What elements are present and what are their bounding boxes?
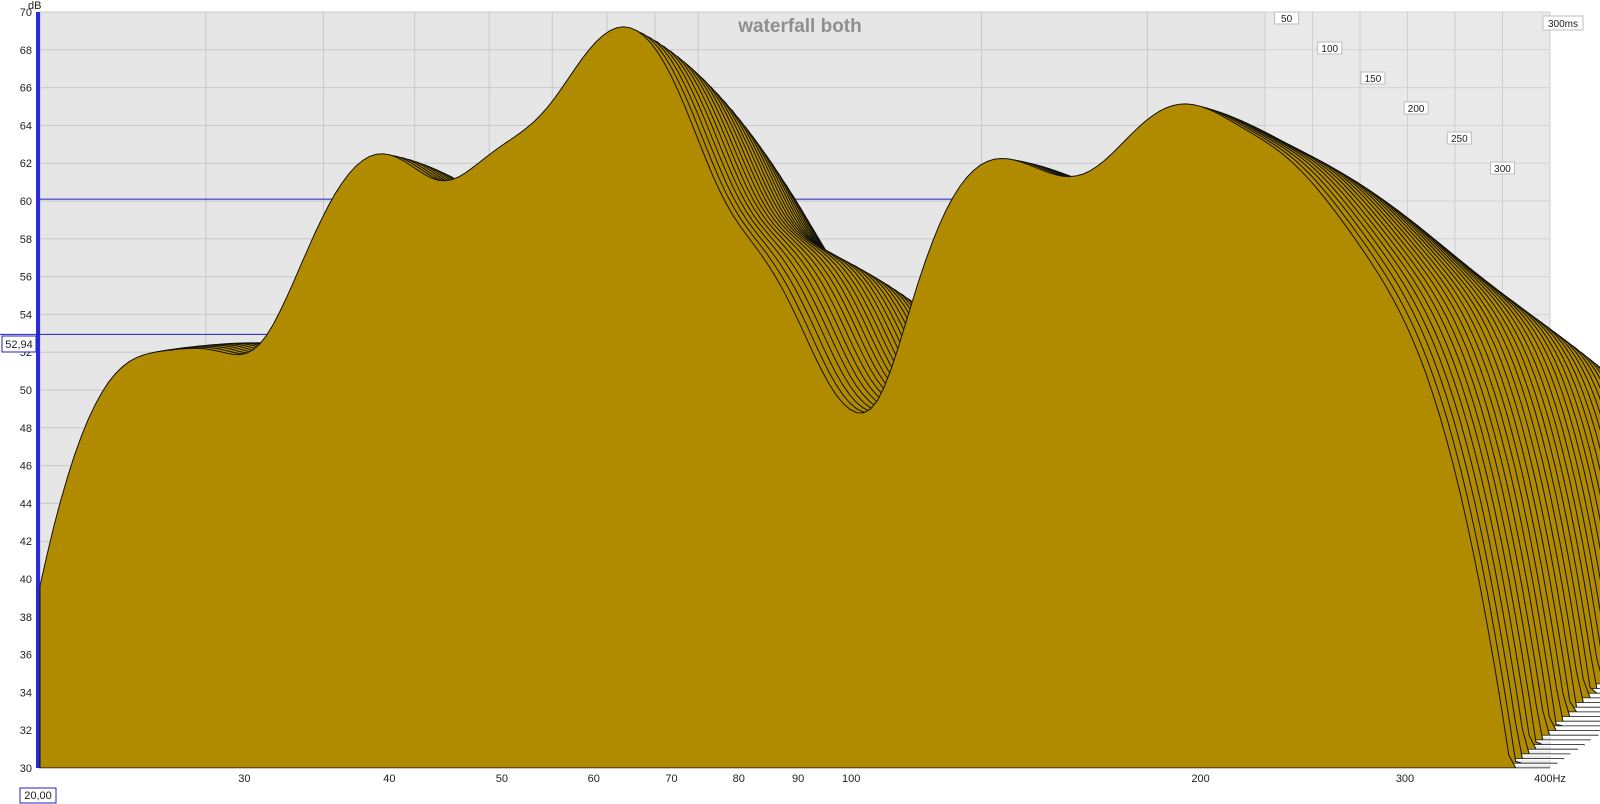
y-tick-label: 56 (20, 272, 32, 284)
time-tick-label: 150 (1365, 74, 1382, 85)
y-tick-label: 66 (20, 83, 32, 95)
time-tick-label: 300 (1494, 164, 1511, 175)
x-tick-label: 300 (1396, 773, 1414, 785)
x-tick-label: 40 (383, 773, 395, 785)
y-tick-label: 38 (20, 612, 32, 624)
y-tick-label: 40 (20, 574, 32, 586)
y-tick-label: 42 (20, 536, 32, 548)
y-tick-label: 68 (20, 45, 32, 57)
y-tick-label: 44 (20, 498, 32, 510)
x-tick-label: 90 (792, 773, 804, 785)
cursor-y-readout[interactable]: 52,94 (1, 335, 37, 353)
time-tick-label: 100 (1321, 44, 1338, 55)
time-tick-box (1317, 41, 1343, 55)
time-axis-ticks: 50 100 150 200 250 300 (1274, 11, 1515, 175)
svg-text:52,94: 52,94 (5, 339, 33, 351)
y-tick-label: 64 (20, 120, 32, 132)
x-tick-label: 400Hz (1534, 773, 1566, 785)
y-tick-label: 36 (20, 650, 32, 662)
x-tick-label: 30 (238, 773, 250, 785)
waterfall-slices (39, 26, 1600, 770)
y-tick-label: 70 (20, 7, 32, 19)
chart-title: waterfall both (737, 16, 862, 37)
time-tick-box (1490, 161, 1515, 175)
y-tick-label: 48 (20, 423, 32, 435)
time-tick-label: 250 (1451, 134, 1468, 145)
x-axis-ticks: 30 40 50 60 70 80 90 100 200 300 400Hz (238, 773, 1566, 785)
x-tick-label: 70 (665, 773, 677, 785)
time-tick-box (1274, 11, 1300, 25)
y-axis-ticks: 3032343638404244464850525456586062646668… (20, 7, 32, 775)
y-tick-label: 60 (20, 196, 32, 208)
x-tick-label: 60 (588, 773, 600, 785)
y-tick-label: 50 (20, 385, 32, 397)
y-tick-label: 46 (20, 461, 32, 473)
y-tick-label: 30 (20, 763, 32, 775)
x-tick-label: 100 (842, 773, 860, 785)
cursor-x-readout[interactable]: 20,00 (19, 787, 57, 804)
y-tick-label: 54 (20, 309, 32, 321)
time-tick-box (1360, 71, 1386, 85)
spectrum-slice (39, 26, 1550, 769)
y-unit-label: dB (28, 0, 41, 12)
x-tick-label: 200 (1191, 773, 1209, 785)
y-tick-label: 62 (20, 158, 32, 170)
x-tick-label: 50 (496, 773, 508, 785)
time-tick-label: 200 (1408, 104, 1425, 115)
time-tick-label: 50 (1281, 14, 1293, 25)
svg-text:20,00: 20,00 (24, 790, 52, 802)
y-axis-bar (36, 12, 40, 768)
time-max-label: 300ms (1542, 15, 1584, 31)
time-tick-box (1446, 131, 1472, 145)
y-tick-label: 34 (20, 687, 32, 699)
time-tick-box (1403, 101, 1429, 115)
x-tick-label: 80 (733, 773, 745, 785)
y-tick-label: 32 (20, 725, 32, 737)
y-tick-label: 58 (20, 234, 32, 246)
svg-text:300ms: 300ms (1548, 19, 1578, 30)
